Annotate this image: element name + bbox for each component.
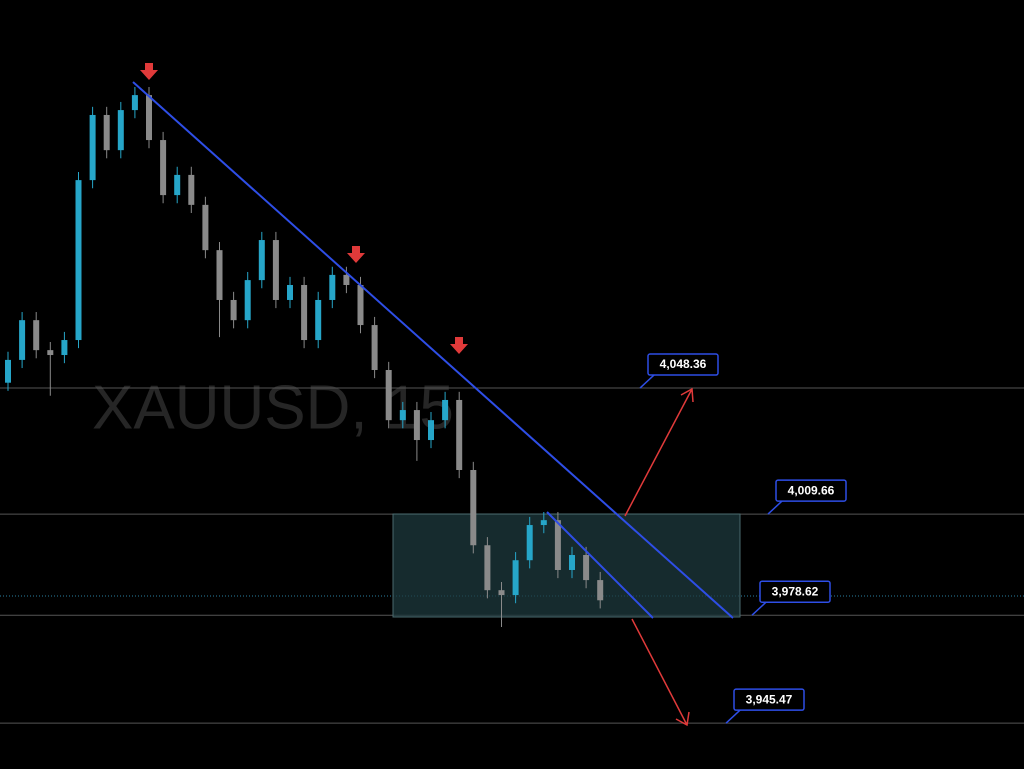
candle-body xyxy=(526,525,533,561)
arrow-up xyxy=(624,388,693,517)
candle-body xyxy=(470,469,477,546)
candle-body xyxy=(19,320,26,360)
candle-body xyxy=(484,545,491,591)
candle-body xyxy=(75,180,82,341)
candle-body xyxy=(399,410,406,421)
candle-body xyxy=(61,340,68,356)
label-box xyxy=(733,688,805,711)
candle-body xyxy=(554,520,561,570)
candle-body xyxy=(103,114,110,151)
label-pointer xyxy=(725,709,741,724)
candle-body xyxy=(131,95,138,111)
label-box xyxy=(775,479,847,502)
range-box xyxy=(392,513,741,618)
candle-body xyxy=(258,240,265,281)
trendline xyxy=(546,511,654,619)
candle-body xyxy=(315,299,322,341)
arrow-head xyxy=(680,387,694,403)
trendline xyxy=(132,81,734,619)
watermark: XAUUSD, 15 xyxy=(92,373,454,442)
candle-body xyxy=(230,299,237,321)
candle-body xyxy=(272,240,279,300)
candle-body xyxy=(202,204,209,251)
candle-body xyxy=(188,174,195,205)
candle-body xyxy=(428,420,434,441)
top-markers xyxy=(140,63,468,354)
down-marker xyxy=(347,246,365,263)
candle-body xyxy=(385,370,392,421)
label-pointer xyxy=(767,500,783,515)
label-pointer xyxy=(751,601,767,616)
price-label: 4,009.66 xyxy=(788,483,835,497)
candle-body xyxy=(540,520,547,526)
candle-body xyxy=(456,399,463,470)
candle-body xyxy=(301,284,308,341)
candle-body xyxy=(47,350,54,356)
down-marker xyxy=(450,337,468,354)
candle-body xyxy=(5,359,11,383)
candles xyxy=(5,86,604,627)
candle-body xyxy=(287,284,293,300)
label-box xyxy=(759,580,831,603)
price-label: 3,945.47 xyxy=(746,692,793,706)
candle-body xyxy=(413,410,420,441)
candle-body xyxy=(597,580,604,601)
candle-body xyxy=(244,280,251,321)
candle-body xyxy=(89,114,96,181)
candle-body xyxy=(216,250,223,300)
candle-body xyxy=(117,110,124,151)
price-label: 4,048.36 xyxy=(660,357,707,371)
candle-body xyxy=(174,174,181,196)
candle-body xyxy=(343,274,350,285)
candle-body xyxy=(329,274,336,300)
arrow-head xyxy=(675,711,690,727)
candle-body xyxy=(512,560,519,596)
candle-body xyxy=(160,140,167,196)
candle-body xyxy=(442,399,449,421)
label-box xyxy=(647,353,719,376)
projection-arrows xyxy=(624,387,694,727)
price-labels: 4,048.36 4,009.66 3,978.62 3,945.47 xyxy=(639,353,847,724)
down-marker xyxy=(140,63,158,80)
candle-body xyxy=(569,555,575,570)
candle-body xyxy=(583,555,590,581)
candle-body xyxy=(371,325,378,371)
label-pointer xyxy=(639,374,655,389)
arrow-down xyxy=(631,618,688,726)
candle-body xyxy=(357,284,364,326)
candle-body xyxy=(498,590,505,596)
candle-body xyxy=(146,95,152,141)
candle-body xyxy=(33,320,40,351)
price-label: 3,978.62 xyxy=(772,584,819,598)
